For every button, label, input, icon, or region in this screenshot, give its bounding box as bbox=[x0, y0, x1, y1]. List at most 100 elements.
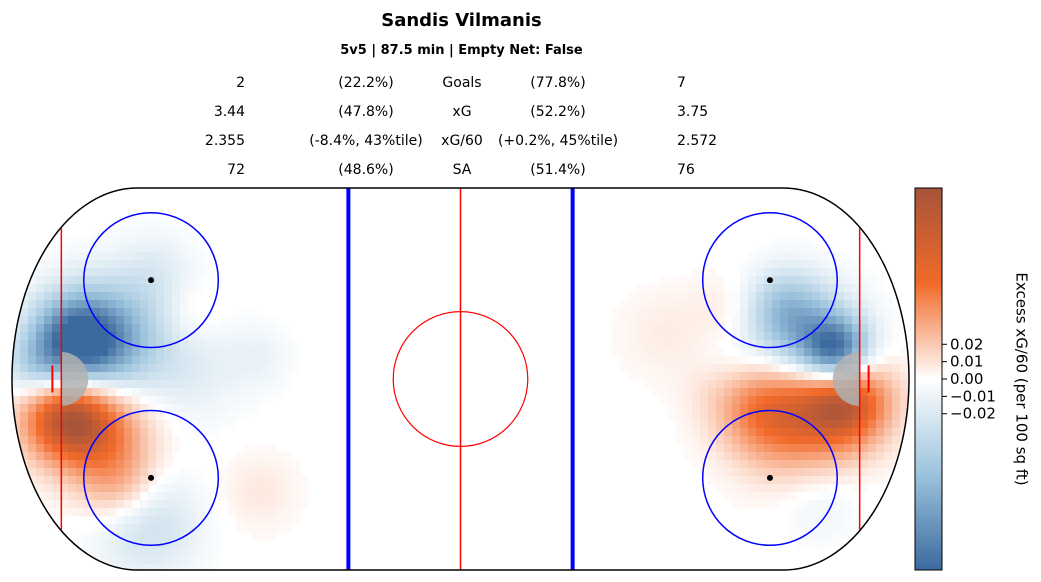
heat-cell bbox=[220, 492, 229, 501]
heat-cell bbox=[140, 500, 149, 509]
heat-cell bbox=[132, 508, 141, 517]
heat-cell bbox=[28, 372, 37, 381]
heat-cell bbox=[732, 444, 741, 453]
heat-cell bbox=[12, 348, 21, 357]
heat-cell bbox=[852, 340, 861, 349]
heat-cell bbox=[156, 212, 165, 221]
heat-cell bbox=[100, 340, 109, 349]
heat-cell bbox=[84, 236, 93, 245]
heat-cell bbox=[820, 492, 829, 501]
heat-cell bbox=[748, 372, 757, 381]
heat-cell bbox=[252, 396, 261, 405]
heat-cell bbox=[788, 484, 797, 493]
heat-cell bbox=[116, 556, 125, 565]
heat-cell bbox=[748, 444, 757, 453]
heat-cell bbox=[52, 492, 61, 501]
heat-cell bbox=[100, 268, 109, 277]
heat-cell bbox=[676, 292, 685, 301]
heat-cell bbox=[780, 468, 789, 477]
heat-cell bbox=[644, 340, 653, 349]
heat-cell bbox=[196, 412, 205, 421]
heat-cell bbox=[236, 476, 245, 485]
heat-cell bbox=[20, 300, 29, 309]
heat-cell bbox=[804, 468, 813, 477]
heat-cell bbox=[828, 452, 837, 461]
heat-cell bbox=[76, 420, 85, 429]
heat-cell bbox=[132, 532, 141, 541]
heat-cell bbox=[276, 324, 285, 333]
heat-cell bbox=[52, 468, 61, 477]
heat-cell bbox=[820, 404, 829, 413]
heat-cell bbox=[268, 524, 277, 533]
heat-cell bbox=[244, 452, 253, 461]
heat-cell bbox=[796, 500, 805, 509]
heat-cell bbox=[156, 300, 165, 309]
heat-cell bbox=[68, 300, 77, 309]
heat-cell bbox=[844, 532, 853, 541]
heat-cell bbox=[148, 292, 157, 301]
heat-cell bbox=[804, 260, 813, 269]
heat-cell bbox=[148, 492, 157, 501]
heat-cell bbox=[84, 452, 93, 461]
heat-cell bbox=[92, 564, 101, 570]
heat-cell bbox=[764, 428, 773, 437]
heat-cell bbox=[892, 428, 901, 437]
heat-cell bbox=[812, 412, 821, 421]
heat-cell bbox=[124, 524, 133, 533]
heat-cell bbox=[164, 268, 173, 277]
heat-cell bbox=[36, 484, 45, 493]
colorbar-gradient bbox=[914, 187, 943, 571]
heat-cell bbox=[156, 484, 165, 493]
heat-cell bbox=[708, 332, 717, 341]
heat-cell bbox=[748, 476, 757, 485]
heat-cell bbox=[44, 260, 53, 269]
heat-cell bbox=[684, 404, 693, 413]
heat-cell bbox=[292, 508, 301, 517]
heat-cell bbox=[124, 260, 133, 269]
heat-cell bbox=[236, 508, 245, 517]
heat-cell bbox=[68, 324, 77, 333]
heat-cell bbox=[668, 388, 677, 397]
heat-cell bbox=[204, 420, 213, 429]
heat-cell bbox=[124, 348, 133, 357]
heat-cell bbox=[764, 364, 773, 373]
heat-cell bbox=[236, 372, 245, 381]
heat-cell bbox=[716, 436, 725, 445]
heat-cell bbox=[660, 380, 669, 389]
heat-cell bbox=[844, 436, 853, 445]
heat-cell bbox=[20, 452, 29, 461]
heat-cell bbox=[244, 316, 253, 325]
heat-cell bbox=[140, 220, 149, 229]
heat-cell bbox=[36, 404, 45, 413]
heat-cell bbox=[196, 276, 205, 285]
heat-cell bbox=[84, 420, 93, 429]
heat-cell bbox=[756, 420, 765, 429]
heat-cell bbox=[876, 428, 885, 437]
heat-cell bbox=[148, 236, 157, 245]
heat-cell bbox=[76, 332, 85, 341]
heat-cell bbox=[852, 268, 861, 277]
heat-cell bbox=[108, 460, 117, 469]
heat-cell bbox=[236, 452, 245, 461]
heat-cell bbox=[748, 348, 757, 357]
heat-cell bbox=[28, 420, 37, 429]
heat-cell bbox=[236, 396, 245, 405]
heat-cell bbox=[748, 404, 757, 413]
heat-cell bbox=[732, 284, 741, 293]
heat-cell bbox=[772, 428, 781, 437]
heat-cell bbox=[44, 316, 53, 325]
heat-cell bbox=[140, 436, 149, 445]
heat-cell bbox=[156, 348, 165, 357]
heat-cell bbox=[116, 476, 125, 485]
heat-cell bbox=[796, 332, 805, 341]
heat-cell bbox=[108, 372, 117, 381]
heat-cell bbox=[132, 268, 141, 277]
heat-cell bbox=[188, 356, 197, 365]
heat-cell bbox=[692, 452, 701, 461]
heat-cell bbox=[884, 332, 893, 341]
stat-metric: Goals bbox=[442, 75, 482, 91]
heat-cell bbox=[700, 348, 709, 357]
heat-cell bbox=[628, 324, 637, 333]
heat-cell bbox=[284, 500, 293, 509]
